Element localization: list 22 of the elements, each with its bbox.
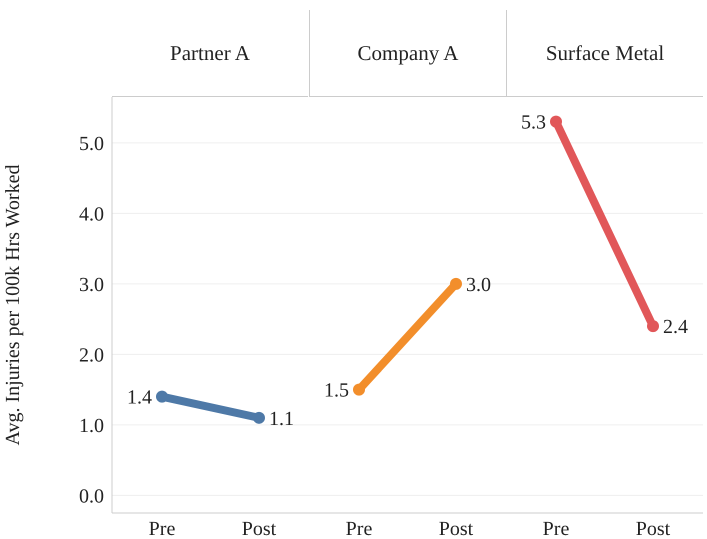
x-tick-label: Post [242,518,277,539]
data-label: 3.0 [466,274,491,296]
x-tick-label: Post [438,518,474,539]
y-tick-label: 3.0 [79,274,104,296]
x-tick-label: Pre [542,518,570,539]
chart-title: Surface Metal [506,10,703,97]
x-tick-label: Post [636,518,671,539]
y-axis-title: Avg. Injuries per 100k Hrs Worked [2,164,24,446]
x-tick-label: Pre [148,518,176,539]
y-tick-label: 1.0 [79,414,104,437]
data-label: 2.4 [663,316,688,338]
y-tick-label: 5.0 [79,132,104,155]
data-label: 1.1 [269,408,294,430]
chart-title: Partner A [112,10,308,97]
y-tick-label: 4.0 [79,203,104,226]
data-label: 1.4 [127,386,152,409]
data-label: 5.3 [521,112,546,134]
y-tick-label: 0.0 [79,485,104,508]
data-label: 1.5 [324,380,349,402]
chart-title: Company A [309,10,506,97]
x-tick-label: Pre [346,518,372,539]
y-tick-label: 2.0 [79,344,104,366]
